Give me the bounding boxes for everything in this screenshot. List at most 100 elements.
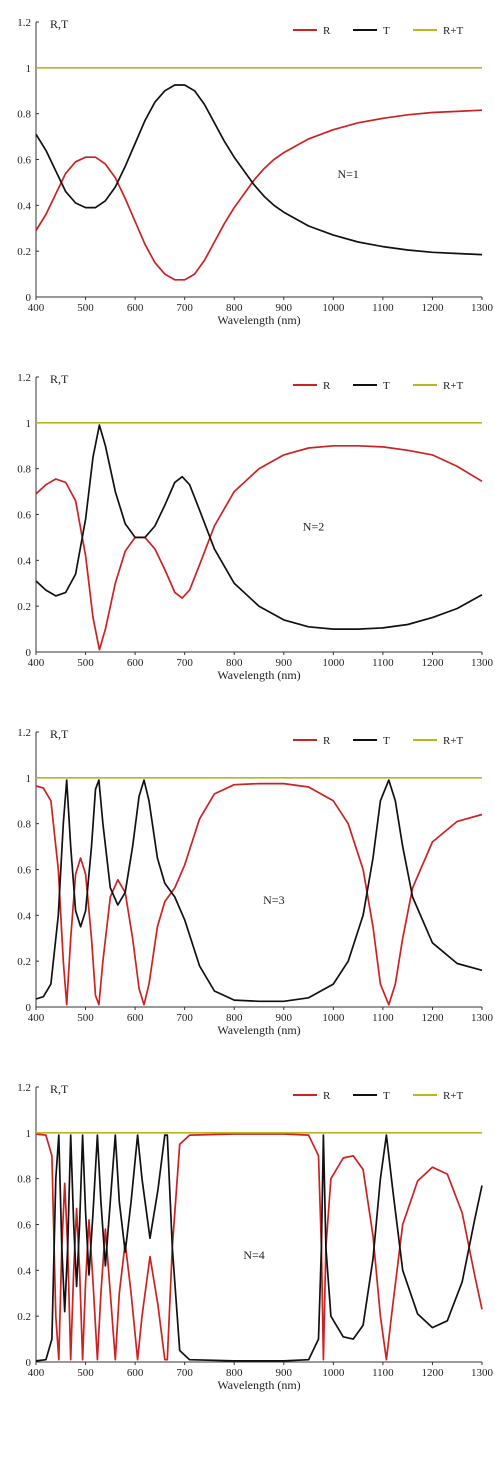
x-tick-label: 800 <box>226 657 243 669</box>
y-tick-label: 0.6 <box>17 865 31 877</box>
x-tick-label: 900 <box>276 657 293 669</box>
y-tick-label: 0.2 <box>17 601 31 613</box>
series-line-r <box>35 1133 483 1361</box>
x-axis-label: Wavelength (nm) <box>217 1378 300 1392</box>
y-tick-label: 1 <box>26 1128 32 1140</box>
series-line-t <box>35 1134 483 1362</box>
y-tick-label: 0 <box>26 1357 32 1369</box>
x-tick-label: 800 <box>226 1012 243 1024</box>
x-axis-label: Wavelength (nm) <box>217 1023 300 1037</box>
x-tick-label: 1100 <box>372 657 394 669</box>
chart-4: 400 500 600 700 800 900 1000 1100 1200 1300 0 0.2 0.… <box>17 1082 494 1392</box>
y-tick-label: 1 <box>26 63 32 75</box>
y-tick-label: 0.8 <box>17 819 31 831</box>
y-axis-label: R,T <box>50 372 69 386</box>
legend: R T R+T <box>293 380 464 392</box>
y-tick-label: 1.2 <box>17 17 31 29</box>
x-tick-label: 700 <box>176 302 193 314</box>
x-tick-label: 500 <box>77 1367 94 1379</box>
legend-label-r-plus-t: R+T <box>443 25 464 37</box>
x-tick-label: 700 <box>176 1012 193 1024</box>
y-axis-label: R,T <box>50 1082 69 1096</box>
y-tick-label: 0 <box>26 292 32 304</box>
x-tick-label: 1300 <box>471 1367 494 1379</box>
x-tick-label: 1200 <box>421 657 444 669</box>
y-tick-label: 0.6 <box>17 510 31 522</box>
x-tick-label: 900 <box>276 302 293 314</box>
series-line-t <box>35 424 483 630</box>
x-tick-label: 800 <box>226 1367 243 1379</box>
series-line-r <box>35 782 483 1006</box>
x-axis-label: Wavelength (nm) <box>217 313 300 327</box>
x-tick-label: 400 <box>28 1012 45 1024</box>
y-tick-label: 1.2 <box>17 727 31 739</box>
x-tick-label: 1300 <box>471 657 494 669</box>
x-tick-label: 400 <box>28 302 45 314</box>
y-tick-label: 0.2 <box>17 956 31 968</box>
x-tick-label: 400 <box>28 1367 45 1379</box>
x-tick-label: 1300 <box>471 1012 494 1024</box>
x-tick-label: 1000 <box>322 1012 345 1024</box>
x-tick-label: 700 <box>176 1367 193 1379</box>
y-tick-label: 0.4 <box>17 200 31 212</box>
y-tick-label: 1 <box>26 773 32 785</box>
y-tick-label: 0.2 <box>17 1311 31 1323</box>
layer-count-annotation: N=1 <box>337 167 358 181</box>
y-axis-label: R,T <box>50 17 69 31</box>
y-tick-label: 0.8 <box>17 1174 31 1186</box>
legend-label-r: R <box>323 380 331 392</box>
x-tick-label: 1100 <box>372 302 394 314</box>
x-tick-label: 600 <box>127 657 144 669</box>
legend: R T R+T <box>293 1090 464 1102</box>
y-axis-label: R,T <box>50 727 69 741</box>
chart-2: 400 500 600 700 800 900 1000 1100 1200 1300 0 0.2 0.… <box>17 372 494 682</box>
x-tick-label: 500 <box>77 302 94 314</box>
chart-1: 400 500 600 700 800 900 1000 1100 1200 1300 0 0.2 0.… <box>17 17 494 327</box>
y-tick-label: 0.4 <box>17 910 31 922</box>
x-tick-label: 1300 <box>471 302 494 314</box>
x-tick-label: 700 <box>176 657 193 669</box>
series-line-t <box>35 779 483 1003</box>
legend-label-r-plus-t: R+T <box>443 735 464 747</box>
x-tick-label: 1200 <box>421 1367 444 1379</box>
y-tick-label: 1.2 <box>17 1082 31 1094</box>
series-line-t <box>35 84 483 256</box>
legend-label-r-plus-t: R+T <box>443 380 464 392</box>
x-tick-label: 800 <box>226 302 243 314</box>
legend: R T R+T <box>293 25 464 37</box>
axes <box>35 377 482 653</box>
x-tick-label: 500 <box>77 657 94 669</box>
layer-count-annotation: N=3 <box>263 893 284 907</box>
chart-3: 400 500 600 700 800 900 1000 1100 1200 1300 0 0.2 0.… <box>17 727 494 1037</box>
layer-count-annotation: N=2 <box>303 520 324 534</box>
y-tick-label: 1.2 <box>17 372 31 384</box>
y-tick-label: 0.4 <box>17 1265 31 1277</box>
x-tick-label: 900 <box>276 1367 293 1379</box>
x-tick-label: 1000 <box>322 302 345 314</box>
x-axis-label: Wavelength (nm) <box>217 668 300 682</box>
legend-label-r: R <box>323 25 331 37</box>
y-tick-label: 0.8 <box>17 109 31 121</box>
series-line-r <box>35 444 483 651</box>
x-tick-label: 1000 <box>322 1367 345 1379</box>
y-tick-label: 0 <box>26 647 32 659</box>
legend-label-t: T <box>383 735 390 747</box>
legend-label-r-plus-t: R+T <box>443 1090 464 1102</box>
legend-label-t: T <box>383 1090 390 1102</box>
legend: R T R+T <box>293 735 464 747</box>
y-tick-label: 0.8 <box>17 464 31 476</box>
y-tick-label: 1 <box>26 418 32 430</box>
y-tick-label: 0.6 <box>17 1220 31 1232</box>
x-tick-label: 600 <box>127 302 144 314</box>
series-line-r <box>35 109 483 281</box>
legend-label-r: R <box>323 735 331 747</box>
legend-label-r: R <box>323 1090 331 1102</box>
axes <box>35 22 482 298</box>
x-tick-label: 1200 <box>421 1012 444 1024</box>
x-tick-label: 600 <box>127 1367 144 1379</box>
x-tick-label: 500 <box>77 1012 94 1024</box>
x-tick-label: 600 <box>127 1012 144 1024</box>
layer-count-annotation: N=4 <box>243 1248 264 1262</box>
y-tick-label: 0.4 <box>17 555 31 567</box>
